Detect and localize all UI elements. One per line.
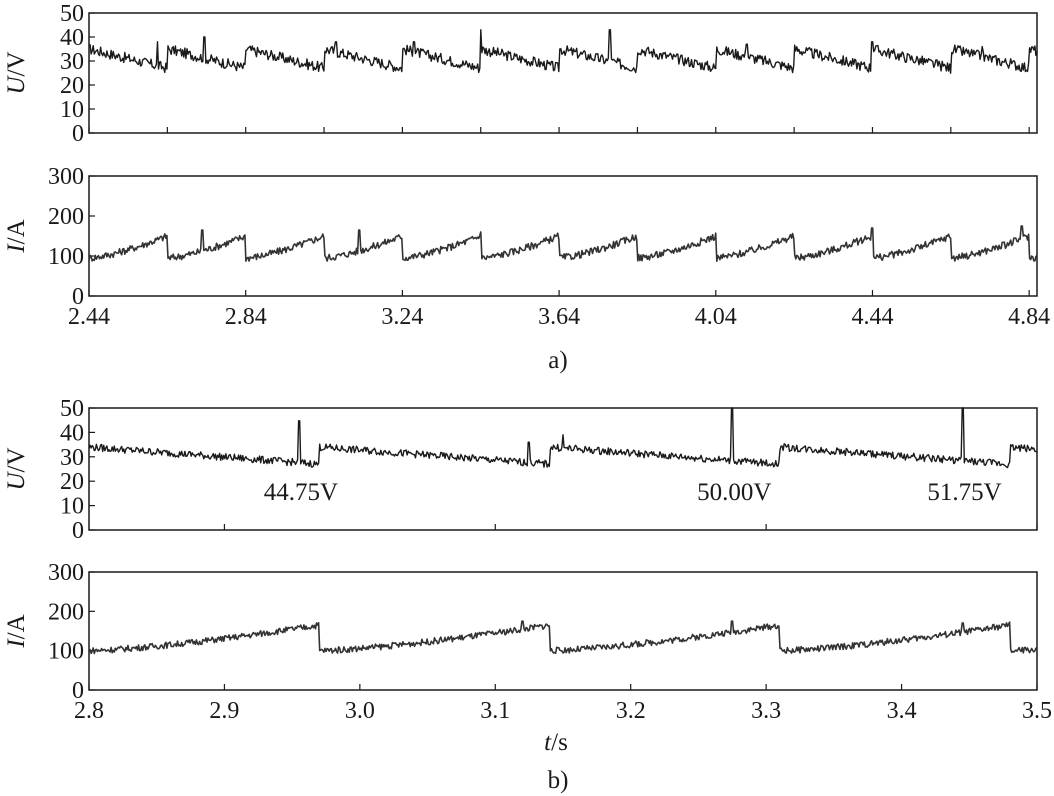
- y-axis-label: U/V: [3, 51, 30, 94]
- y-tick-label: 200: [48, 204, 84, 230]
- y-tick-label: 0: [72, 284, 84, 310]
- plot-frame: [88, 571, 1038, 691]
- y-axis-label-var: I: [3, 243, 30, 254]
- plot-frame: [88, 407, 1038, 531]
- series-line-U: [88, 29, 1038, 74]
- x-tick-label: 3.4: [887, 698, 917, 724]
- peak-annotation: 44.75V: [264, 479, 338, 506]
- x-tick-label: 3.3: [751, 698, 781, 724]
- y-tick-label: 50: [60, 1, 84, 27]
- y-tick-label: 100: [48, 244, 84, 270]
- y-tick-label: 0: [72, 518, 84, 544]
- panel-a-label: a): [548, 347, 567, 374]
- y-axis-label-unit: /A: [3, 219, 30, 244]
- x-tick-label: 2.8: [74, 698, 104, 724]
- peak-annotation: 50.00V: [697, 479, 771, 506]
- plot-a-1: 0 100 200 300 2.44 2.84 3.24 3.64 4.04 4.44 4.84 I/…: [3, 164, 1050, 330]
- y-axis-label: U/V: [3, 447, 30, 490]
- x-tick-label: 3.0: [345, 698, 375, 724]
- y-tick-label: 40: [60, 25, 84, 51]
- y-tick-label: 30: [60, 49, 84, 75]
- x-axis-label-b-var: t: [544, 729, 552, 756]
- x-tick-label: 4.44: [851, 304, 893, 330]
- y-tick-label: 20: [60, 73, 84, 99]
- x-tick-label: 4.84: [1008, 304, 1050, 330]
- x-tick-label: 3.1: [480, 698, 510, 724]
- y-tick-label: 0: [72, 121, 84, 147]
- y-tick-label: 200: [48, 599, 84, 625]
- y-tick-label: 20: [60, 469, 84, 495]
- y-axis-label-unit: /A: [3, 614, 30, 639]
- series-line-I: [88, 620, 1038, 655]
- y-axis-label-var: I: [3, 638, 30, 649]
- plot-b-3: 0 100 200 300 2.8 2.9 3.0 3.1 3.2 3.3 3.4 3.5 I/A: [3, 560, 1052, 724]
- y-axis-label: I/A: [3, 614, 30, 648]
- y-axis-label-var: U: [3, 471, 30, 491]
- x-tick-label: 2.84: [225, 304, 267, 330]
- x-tick-label: 3.24: [381, 304, 423, 330]
- x-tick-label: 3.64: [538, 304, 580, 330]
- x-tick-label: 3.2: [616, 698, 646, 724]
- peak-annotation: 51.75V: [927, 479, 1001, 506]
- y-tick-label: 30: [60, 445, 84, 471]
- panel-b-label: b): [548, 767, 569, 794]
- plot-frame: [88, 175, 1038, 297]
- y-axis-label: I/A: [3, 219, 30, 253]
- series-line-I: [88, 225, 1038, 263]
- y-tick-label: 300: [48, 560, 84, 586]
- x-tick-label: 2.9: [209, 698, 239, 724]
- x-tick-label: 4.04: [695, 304, 737, 330]
- x-axis-label-b-unit: /s: [551, 729, 568, 756]
- y-tick-label: 0: [72, 678, 84, 704]
- plot-frame: [88, 12, 1038, 134]
- y-tick-label: 100: [48, 639, 84, 665]
- y-axis-label-unit: /V: [3, 51, 30, 76]
- y-tick-label: 300: [48, 164, 84, 190]
- y-tick-label: 10: [60, 97, 84, 123]
- series-line-U: [88, 407, 1038, 469]
- x-axis-label-b: t/s: [544, 729, 568, 756]
- x-tick-label: 3.5: [1022, 698, 1052, 724]
- y-axis-label-var: U: [3, 75, 30, 95]
- y-tick-label: 40: [60, 420, 84, 446]
- x-tick-label: 2.44: [68, 304, 110, 330]
- y-axis-label-unit: /V: [3, 447, 30, 472]
- y-tick-label: 50: [60, 396, 84, 422]
- y-tick-label: 10: [60, 494, 84, 520]
